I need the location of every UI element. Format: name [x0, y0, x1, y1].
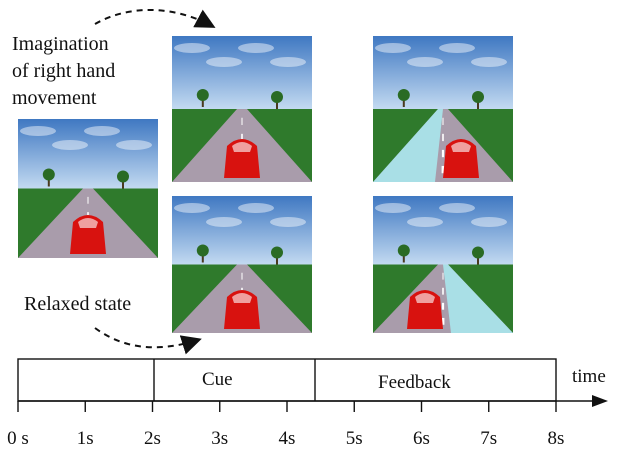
- sky: [172, 36, 312, 109]
- imagination-line-2: of right hand: [12, 60, 116, 82]
- tick-label: 8s: [548, 428, 565, 448]
- tick-label: 1s: [77, 428, 94, 448]
- cloud: [238, 203, 274, 213]
- scene-imagination-feedback: [373, 36, 513, 182]
- cloud: [84, 126, 120, 136]
- imagination-label: Imagination of right hand movement: [12, 31, 115, 112]
- scene-relaxed-cue: [172, 196, 312, 333]
- cloud: [439, 43, 475, 53]
- car-window: [78, 218, 98, 228]
- tick-label: 0 s: [7, 428, 29, 448]
- tree-crown: [196, 89, 209, 101]
- cloud: [116, 140, 152, 150]
- feedback-label: Feedback: [378, 372, 451, 393]
- tree-crown: [271, 91, 283, 103]
- tick-label: 4s: [279, 428, 296, 448]
- cloud: [52, 140, 88, 150]
- tick-label: 2s: [144, 428, 161, 448]
- tree-trunk: [402, 254, 405, 263]
- cloud: [439, 203, 475, 213]
- tree-crown: [196, 244, 209, 257]
- highlighted-lane: [373, 109, 443, 182]
- cloud: [238, 43, 274, 53]
- tree-trunk: [276, 256, 278, 265]
- car-window: [232, 142, 252, 152]
- time-axis-label: time: [572, 366, 606, 387]
- car-window: [415, 293, 435, 303]
- tree-trunk: [122, 180, 124, 189]
- sky: [373, 36, 513, 109]
- tree-trunk: [477, 256, 479, 265]
- tree-crown: [472, 91, 484, 103]
- sky: [172, 196, 312, 265]
- time-axis-arrowhead: [592, 395, 608, 407]
- cloud: [174, 203, 210, 213]
- tree-trunk: [402, 99, 405, 107]
- cue-label: Cue: [202, 369, 233, 390]
- cloud: [270, 57, 306, 67]
- relaxed-arrow: [94, 327, 202, 355]
- imagination-arrow: [94, 9, 216, 28]
- tree-crown: [397, 244, 410, 257]
- cloud: [206, 57, 242, 67]
- tree-trunk: [201, 254, 204, 263]
- car-window: [451, 142, 471, 152]
- cloud: [375, 203, 411, 213]
- tree-crown: [271, 246, 283, 259]
- sky: [373, 196, 513, 265]
- scene-imagination-cue: [172, 36, 312, 182]
- tree-crown: [397, 89, 410, 101]
- cloud: [20, 126, 56, 136]
- tree-trunk: [47, 178, 50, 187]
- tick-label: 6s: [413, 428, 430, 448]
- tree-trunk: [201, 99, 204, 107]
- sky: [18, 119, 158, 189]
- cloud: [471, 217, 507, 227]
- scene-panels: [18, 36, 513, 333]
- cloud: [375, 43, 411, 53]
- relaxed-label: Relaxed state: [24, 293, 132, 315]
- cloud: [174, 43, 210, 53]
- tick-label: 3s: [211, 428, 228, 448]
- tree-crown: [472, 246, 484, 259]
- car-window: [232, 293, 252, 303]
- cloud: [407, 217, 443, 227]
- cloud: [471, 57, 507, 67]
- scene-relaxed-feedback: [373, 196, 513, 333]
- axis-ticks: 0 s 1s 2s 3s 4s 5s 6s 7s 8s: [7, 401, 565, 449]
- tree-crown: [42, 168, 55, 181]
- timeline-box: [17, 358, 557, 402]
- cloud: [407, 57, 443, 67]
- highlighted-lane: [443, 264, 513, 333]
- tick-label: 5s: [346, 428, 363, 448]
- imagination-line-3: movement: [12, 87, 97, 109]
- tree-trunk: [276, 101, 278, 109]
- cloud: [270, 217, 306, 227]
- cloud: [206, 217, 242, 227]
- tree-crown: [117, 170, 129, 183]
- tree-trunk: [477, 101, 479, 109]
- imagination-line-1: Imagination: [12, 33, 109, 55]
- scene-initial: [18, 119, 158, 258]
- tick-label: 7s: [480, 428, 497, 448]
